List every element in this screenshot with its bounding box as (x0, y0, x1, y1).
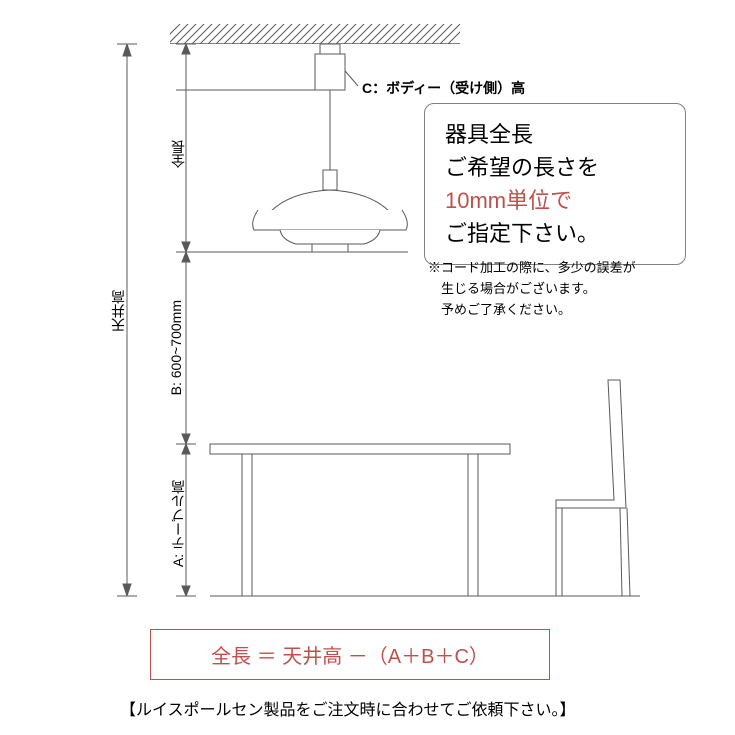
label-ceiling-height: 天井高 (108, 290, 128, 332)
label-dim-a: A: テーブル高 (168, 480, 188, 567)
formula-box: 全長 ＝ 天井高 －（A＋B＋C） (150, 629, 550, 680)
info-line-2: ご希望の長さを (445, 151, 665, 184)
info-line-4: ご指定下さい。 (445, 217, 665, 250)
note-line-1: ※コード加工の際に、多少の誤差が (428, 258, 636, 279)
label-dim-b: B: 600~700mm (168, 300, 184, 395)
diagram-canvas: 天井高 全長 B: 600~700mm A: テーブル高 C：ボディー（受け側）… (0, 0, 735, 735)
bottom-note: 【ルイスポールセン製品をご注文時に合わせてご依頼下さい。】 (120, 696, 576, 720)
info-line-3: 10mm単位で (445, 184, 665, 217)
info-box: 器具全長 ご希望の長さを 10mm単位で ご指定下さい。 (424, 103, 686, 265)
note-line-2: 生じる場合がございます。 (428, 279, 636, 300)
label-total-length: 全長 (168, 140, 188, 168)
note-line-3: 予めご了承ください。 (428, 300, 636, 321)
label-dim-c: C：ボディー（受け側）高 (362, 78, 525, 98)
info-line-1: 器具全長 (445, 118, 665, 151)
note-text: ※コード加工の際に、多少の誤差が 生じる場合がございます。 予めご了承ください。 (428, 258, 636, 320)
